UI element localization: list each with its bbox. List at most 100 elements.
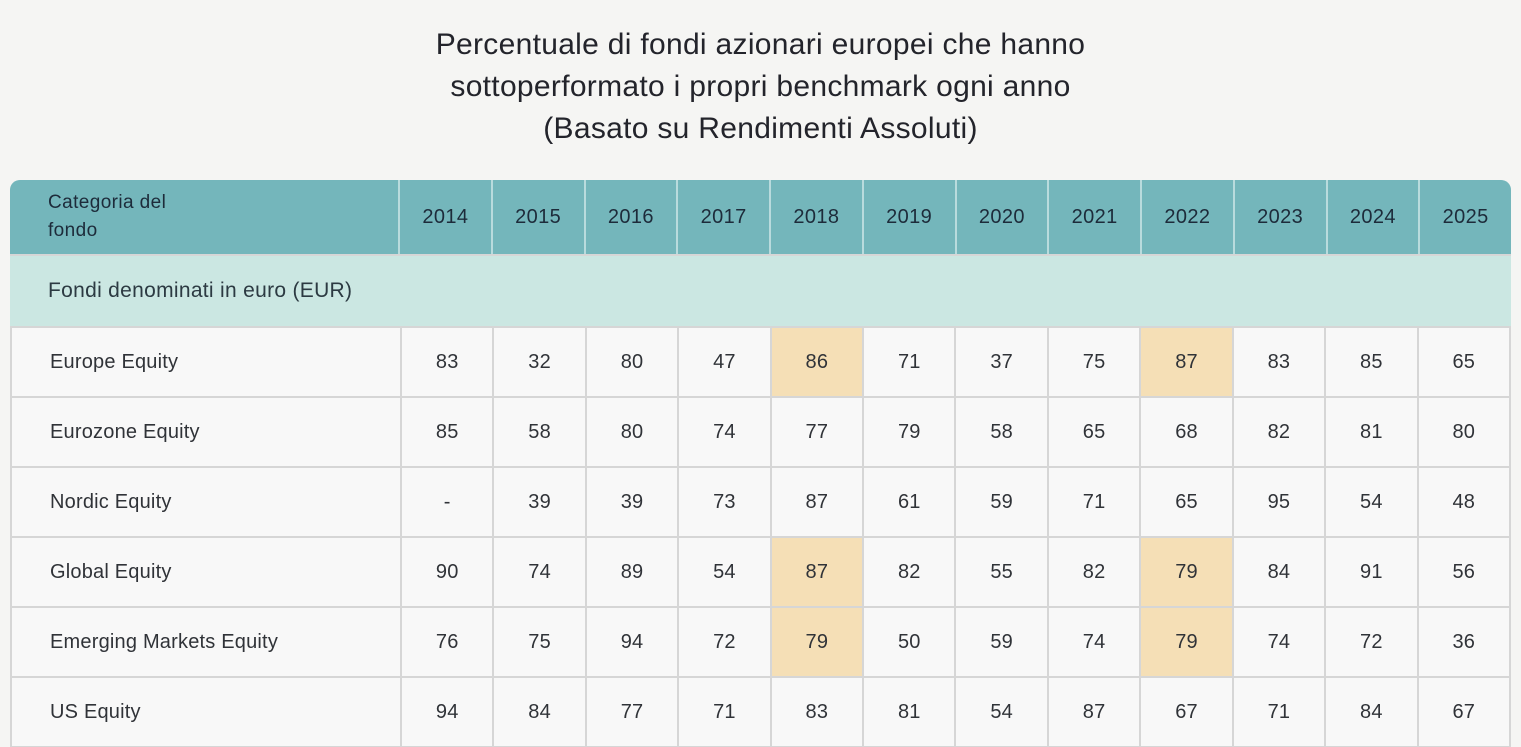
group-header-row: Fondi denominati in euro (EUR) xyxy=(10,256,1511,326)
value-cell: 58 xyxy=(494,398,585,466)
value-cell: 79 xyxy=(864,398,955,466)
value-cell: 87 xyxy=(1141,328,1232,396)
value-cell: 82 xyxy=(1233,398,1325,466)
page-title-line-3: (Basato su Rendimenti Assoluti) xyxy=(543,112,978,145)
year-column-header-2018: 2018 xyxy=(771,180,862,254)
value-cell: 75 xyxy=(1048,328,1140,396)
value-cell: 71 xyxy=(1233,678,1325,746)
value-cell: 73 xyxy=(679,468,770,536)
value-cell: 81 xyxy=(1326,398,1417,466)
value-cell: 87 xyxy=(771,468,863,536)
value-cell: 67 xyxy=(1141,678,1232,746)
value-cell: 71 xyxy=(1048,468,1140,536)
value-cell: 68 xyxy=(1141,398,1232,466)
value-cell: 74 xyxy=(1233,608,1325,676)
year-column-header-2015: 2015 xyxy=(492,180,584,254)
value-cell: 74 xyxy=(494,538,585,606)
value-cell: 59 xyxy=(956,608,1047,676)
year-column-header-2020: 2020 xyxy=(956,180,1048,254)
value-cell: 83 xyxy=(402,328,493,396)
value-cell: 67 xyxy=(1418,678,1509,746)
table-header-row: Categoria del fondo 2014 2015 2016 2017 … xyxy=(10,180,1511,256)
value-cell: 76 xyxy=(402,608,493,676)
value-cell: 39 xyxy=(494,468,585,536)
value-cell: 36 xyxy=(1418,608,1509,676)
value-cell: 90 xyxy=(402,538,493,606)
value-cell: 82 xyxy=(1048,538,1140,606)
value-cell: 85 xyxy=(1326,328,1417,396)
value-cell: 87 xyxy=(1048,678,1140,746)
value-cell: 79 xyxy=(771,608,863,676)
value-cell: 59 xyxy=(956,468,1047,536)
value-cell: 55 xyxy=(956,538,1047,606)
row-label: Emerging Markets Equity xyxy=(12,608,400,676)
value-cell: 72 xyxy=(1326,608,1417,676)
value-cell: 87 xyxy=(771,538,863,606)
value-cell: 83 xyxy=(1233,328,1325,396)
value-cell: 54 xyxy=(679,538,770,606)
year-column-header-2021: 2021 xyxy=(1049,180,1140,254)
value-cell: 94 xyxy=(586,608,678,676)
value-cell: 56 xyxy=(1418,538,1509,606)
row-label: Nordic Equity xyxy=(12,468,400,536)
row-label: Europe Equity xyxy=(12,328,400,396)
value-cell: 74 xyxy=(1048,608,1140,676)
year-column-header-2019: 2019 xyxy=(863,180,955,254)
value-cell: 54 xyxy=(1326,468,1417,536)
value-cell: 79 xyxy=(1141,608,1232,676)
value-cell: 58 xyxy=(956,398,1047,466)
page-title-line-2: sottoperformato i propri benchmark ogni … xyxy=(450,70,1071,103)
value-cell: 54 xyxy=(956,678,1047,746)
value-cell: 48 xyxy=(1418,468,1509,536)
value-cell: 72 xyxy=(679,608,770,676)
value-cell: 83 xyxy=(771,678,863,746)
group-header-label: Fondi denominati in euro (EUR) xyxy=(48,279,353,302)
value-cell: 74 xyxy=(679,398,770,466)
value-cell: 80 xyxy=(1418,398,1509,466)
value-cell: 75 xyxy=(494,608,585,676)
year-column-header-2024: 2024 xyxy=(1327,180,1419,254)
year-column-header-2016: 2016 xyxy=(585,180,677,254)
row-label: Eurozone Equity xyxy=(12,398,400,466)
value-cell: 80 xyxy=(586,398,678,466)
row-label: US Equity xyxy=(12,678,400,746)
value-cell: 91 xyxy=(1326,538,1417,606)
year-column-header-2025: 2025 xyxy=(1420,180,1511,254)
results-table: Categoria del fondo 2014 2015 2016 2017 … xyxy=(10,180,1511,747)
value-cell: 84 xyxy=(1326,678,1417,746)
value-cell: 65 xyxy=(1418,328,1509,396)
value-cell: 94 xyxy=(402,678,493,746)
value-cell: 50 xyxy=(864,608,955,676)
value-cell: 86 xyxy=(771,328,863,396)
value-cell: 84 xyxy=(494,678,585,746)
value-cell: - xyxy=(402,468,493,536)
value-cell: 82 xyxy=(864,538,955,606)
row-label: Global Equity xyxy=(12,538,400,606)
year-column-header-2023: 2023 xyxy=(1234,180,1326,254)
value-cell: 85 xyxy=(402,398,493,466)
value-cell: 37 xyxy=(956,328,1047,396)
value-cell: 32 xyxy=(494,328,585,396)
value-cell: 65 xyxy=(1048,398,1140,466)
value-cell: 80 xyxy=(586,328,678,396)
table-body: Europe Equity 83 32 80 47 86 71 37 75 87… xyxy=(10,326,1511,747)
value-cell: 81 xyxy=(864,678,955,746)
value-cell: 84 xyxy=(1233,538,1325,606)
year-column-header-2017: 2017 xyxy=(678,180,769,254)
year-column-header-2022: 2022 xyxy=(1142,180,1233,254)
value-cell: 77 xyxy=(586,678,678,746)
value-cell: 61 xyxy=(864,468,955,536)
value-cell: 95 xyxy=(1233,468,1325,536)
year-column-header-2014: 2014 xyxy=(400,180,491,254)
value-cell: 47 xyxy=(679,328,770,396)
value-cell: 71 xyxy=(864,328,955,396)
value-cell: 65 xyxy=(1141,468,1232,536)
value-cell: 89 xyxy=(586,538,678,606)
value-cell: 39 xyxy=(586,468,678,536)
page-title-line-1: Percentuale di fondi azionari europei ch… xyxy=(435,28,1086,61)
value-cell: 79 xyxy=(1141,538,1232,606)
page-title: Percentuale di fondi azionari europei ch… xyxy=(0,0,1521,180)
value-cell: 77 xyxy=(771,398,863,466)
value-cell: 71 xyxy=(679,678,770,746)
category-column-header: Categoria del fondo xyxy=(10,180,398,254)
